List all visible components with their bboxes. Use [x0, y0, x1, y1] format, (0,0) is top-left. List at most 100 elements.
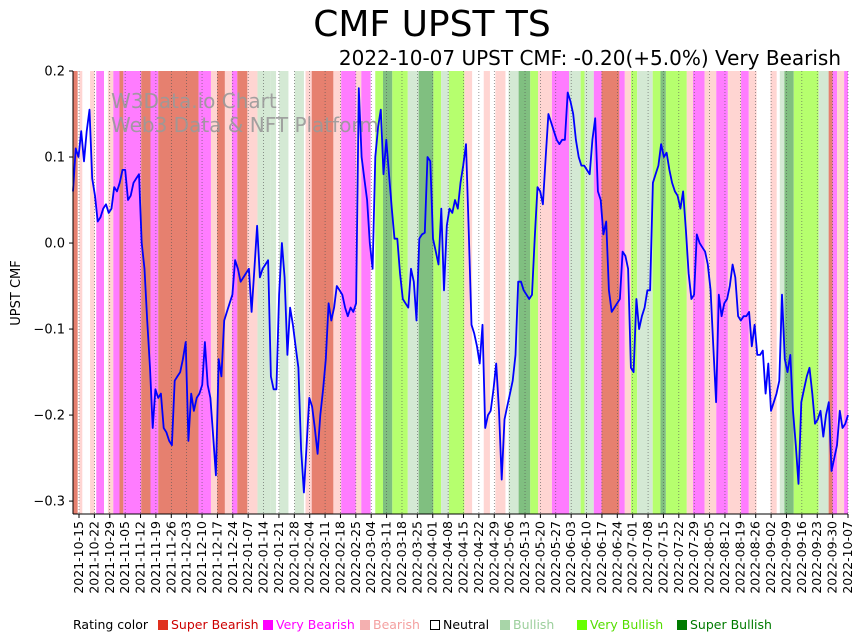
- x-tick-label: 2022-05-20: [532, 521, 547, 594]
- y-tick-label: 0.0: [44, 237, 65, 252]
- x-tick-label: 2022-05-27: [548, 521, 563, 594]
- rating-band-very-bullish: [580, 71, 585, 514]
- x-tick-label: 2022-01-21: [271, 521, 286, 594]
- legend-item-very-bearish: Very Bearish: [263, 617, 355, 632]
- rating-band-bullish: [441, 71, 449, 514]
- rating-band-bearish: [355, 71, 362, 514]
- x-tick-label: 2022-04-01: [425, 521, 440, 594]
- rating-band-super-bullish: [660, 71, 666, 514]
- rating-band-bearish: [107, 71, 114, 514]
- rating-band-very-bearish: [593, 71, 602, 514]
- legend-item-bullish: Bullish: [500, 617, 554, 632]
- rating-band-very-bearish: [693, 71, 705, 514]
- x-tick-label: 2022-09-30: [825, 521, 840, 594]
- rating-band-bearish: [483, 71, 490, 514]
- x-tick-label: 2022-02-18: [332, 521, 347, 594]
- x-tick-label: 2022-07-29: [686, 521, 701, 594]
- rating-band-super-bearish: [119, 71, 124, 514]
- x-tick-label: 2022-05-13: [517, 521, 532, 594]
- x-tick-label: 2022-07-08: [640, 521, 655, 594]
- rating-band-bullish: [294, 71, 304, 514]
- rating-band-bullish: [584, 71, 594, 514]
- vertical-gridlines: [78, 71, 849, 514]
- x-tick-label: 2022-08-19: [732, 521, 747, 594]
- x-tick-label: 2021-10-29: [102, 521, 117, 594]
- x-tick-label: 2021-11-19: [148, 521, 163, 594]
- chart-title: CMF UPST TS: [313, 4, 551, 45]
- rating-band-bearish: [837, 71, 845, 514]
- swatch-neutral: [430, 620, 440, 630]
- rating-band-very-bearish: [716, 71, 728, 514]
- rating-band-bearish: [305, 71, 312, 514]
- x-axis-ticks: 2021-10-15 2021-10-22 2021-10-29 2021-11-05…: [71, 514, 855, 594]
- legend-item-bearish: Bearish: [360, 617, 420, 632]
- rating-band-bearish: [210, 71, 218, 514]
- legend-item-very-bullish: Very Bullish: [577, 617, 663, 632]
- legend-item-neutral: Neutral: [430, 617, 489, 632]
- watermark-line: W3Data.io Chart: [111, 89, 277, 113]
- rating-band-very-bearish: [619, 71, 625, 514]
- rating-band-bearish: [495, 71, 506, 514]
- x-tick-label: 2021-12-10: [194, 521, 209, 594]
- rating-band-bullish: [270, 71, 277, 514]
- x-tick-label: 2022-02-25: [348, 521, 363, 594]
- rating-band-bearish: [538, 71, 552, 514]
- rating-band-very-bullish: [392, 71, 408, 514]
- rating-band-bearish: [90, 71, 95, 514]
- rating-band-very-bearish: [198, 71, 211, 514]
- swatch-super-bearish: [158, 620, 168, 630]
- x-tick-label: 2022-02-11: [317, 521, 332, 594]
- rating-band-super-bearish: [217, 71, 225, 514]
- chart-subtitle: 2022-10-07 UPST CMF: -0.20(+5.0%) Very B…: [338, 46, 841, 70]
- rating-band-bullish: [637, 71, 653, 514]
- x-tick-label: 2022-03-11: [379, 521, 394, 594]
- x-tick-label: 2022-06-17: [594, 521, 609, 594]
- y-axis-label: UPST CMF: [9, 260, 24, 325]
- x-tick-label: 2022-10-07: [840, 521, 855, 594]
- x-tick-label: 2021-12-24: [225, 521, 240, 594]
- rating-band-very-bearish: [741, 71, 749, 514]
- x-tick-label: 2022-05-06: [502, 521, 517, 594]
- rating-band-bearish: [770, 71, 777, 514]
- rating-band-super-bullish: [383, 71, 393, 514]
- x-tick-label: 2022-02-04: [302, 521, 317, 594]
- x-tick-label: 2022-06-03: [563, 521, 578, 594]
- rating-band-super-bearish: [158, 71, 199, 514]
- x-tick-label: 2022-08-26: [748, 521, 763, 594]
- rating-band-super-bearish: [73, 71, 78, 514]
- x-tick-label: 2022-04-08: [440, 521, 455, 594]
- x-tick-label: 2022-04-15: [456, 521, 471, 594]
- rating-band-bearish: [79, 71, 83, 514]
- x-tick-label: 2022-07-01: [625, 521, 640, 594]
- rating-band-bullish: [779, 71, 785, 514]
- x-tick-label: 2022-03-18: [394, 521, 409, 594]
- rating-band-super-bearish: [601, 71, 620, 514]
- y-tick-label: −0.3: [33, 495, 65, 510]
- rating-band-super-bearish: [237, 71, 248, 514]
- x-tick-label: 2022-06-24: [609, 521, 624, 594]
- x-tick-label: 2021-12-03: [179, 521, 194, 594]
- y-axis-ticks: 0.2 0.1 0.0 −0.1 −0.2 −0.3: [33, 65, 73, 510]
- x-tick-label: 2022-01-28: [286, 521, 301, 594]
- rating-band-very-bullish: [665, 71, 687, 514]
- rating-band-very-bearish: [231, 71, 238, 514]
- x-tick-label: 2022-09-09: [778, 521, 793, 594]
- x-tick-label: 2022-08-05: [702, 521, 717, 594]
- swatch-very-bullish: [577, 620, 587, 630]
- rating-band-very-bullish: [631, 71, 638, 514]
- x-tick-label: 2022-01-14: [256, 521, 271, 594]
- x-tick-label: 2022-08-12: [717, 521, 732, 594]
- x-tick-label: 2022-09-02: [763, 521, 778, 594]
- rating-band-bullish: [508, 71, 519, 514]
- x-tick-label: 2022-09-23: [809, 521, 824, 594]
- rating-band-bearish: [464, 71, 473, 514]
- x-tick-label: 2021-10-22: [86, 521, 101, 594]
- swatch-super-bullish: [677, 620, 687, 630]
- rating-band-very-bullish: [433, 71, 442, 514]
- legend-item-super-bearish: Super Bearish: [158, 617, 259, 632]
- swatch-bearish: [360, 620, 370, 630]
- x-tick-label: 2021-11-12: [133, 521, 148, 594]
- rating-band-very-bearish: [361, 71, 371, 514]
- rating-band-very-bullish: [375, 71, 383, 514]
